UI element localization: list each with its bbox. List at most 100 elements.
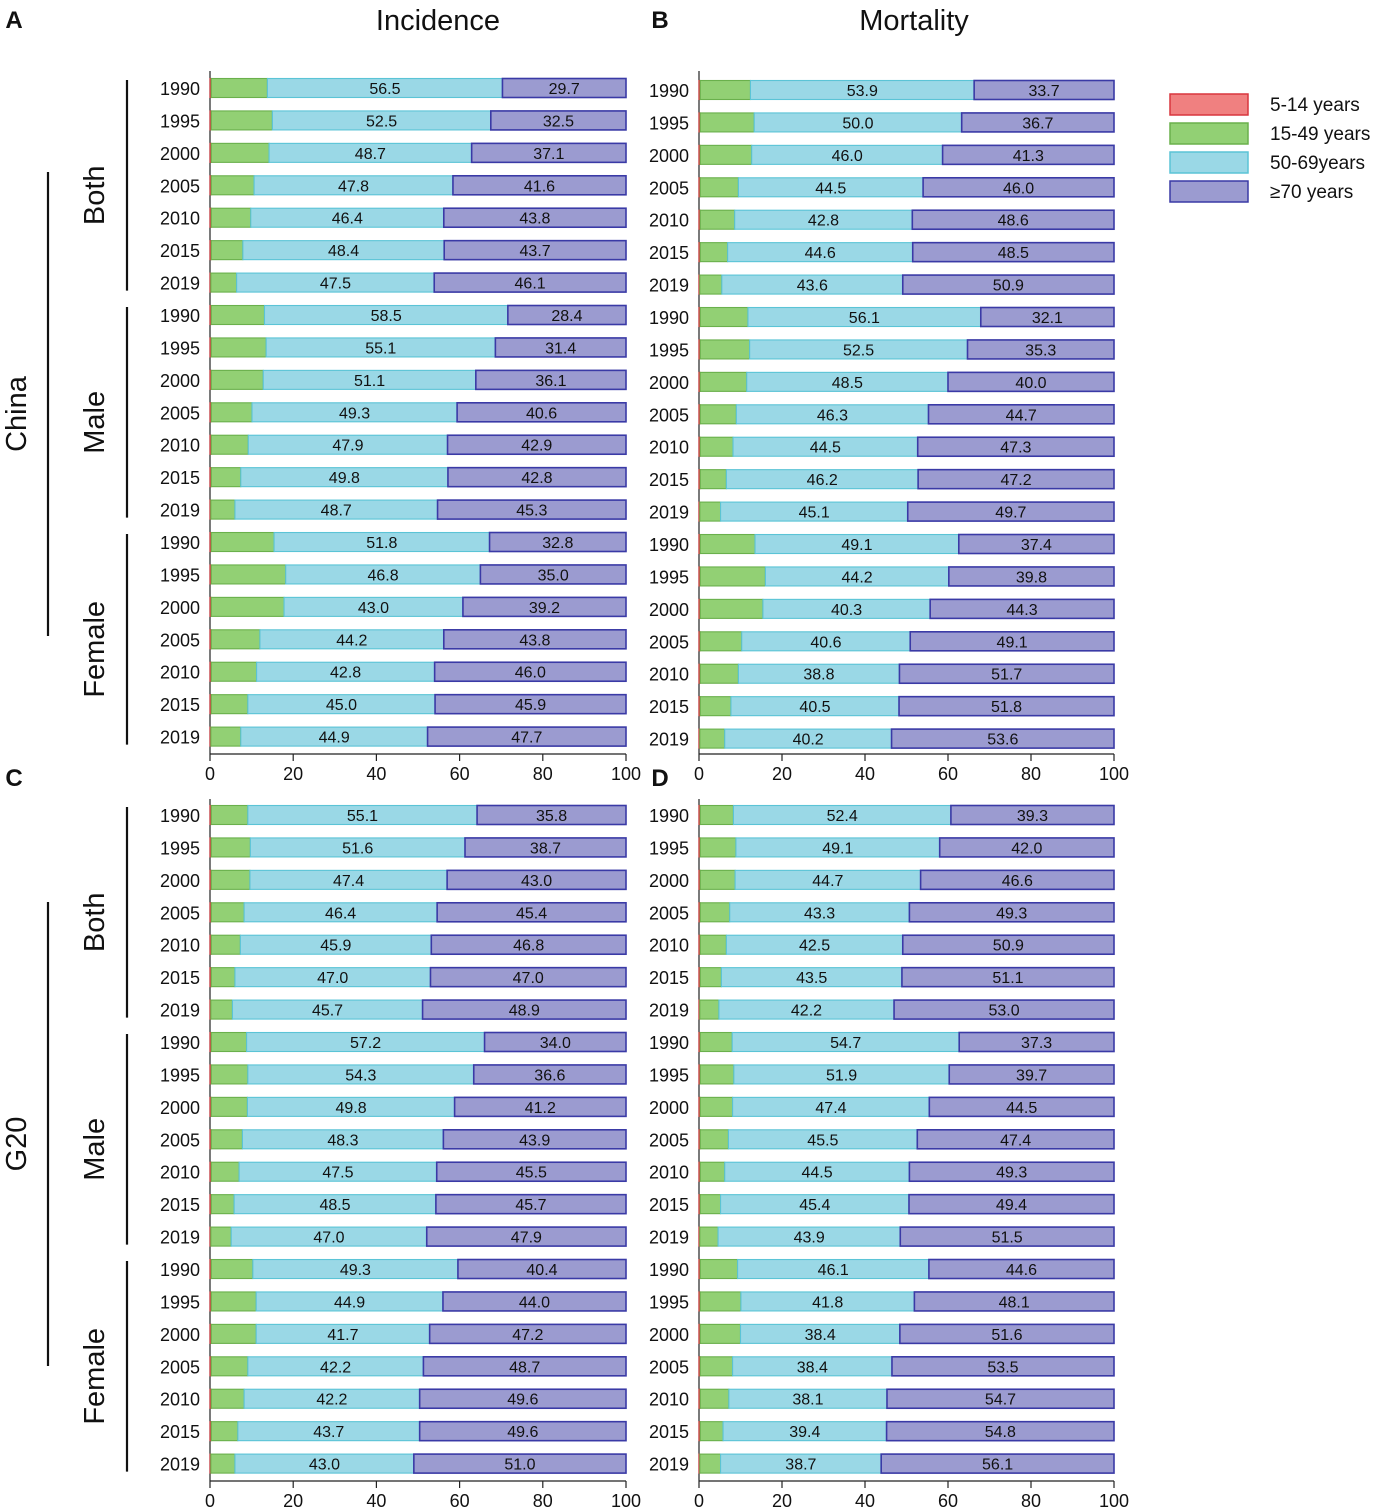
- panel-b-bar-age-15-49: [699, 663, 739, 684]
- panel-a-bar-value-label: 47.5: [320, 276, 351, 293]
- panel-b-bar-value-label: 47.2: [1000, 472, 1031, 489]
- legend-swatch-2: [1169, 151, 1249, 174]
- panel-b-bar-value-label: 44.3: [1007, 602, 1038, 619]
- panel-b-x-tick-label: 20: [772, 764, 792, 784]
- panel-a-bar-value-label: 43.8: [519, 211, 550, 228]
- panel-d-bar-value-label: 47.4: [815, 1100, 846, 1117]
- panel-c-group-label-both: Both: [79, 892, 111, 952]
- panel-c-bar-value-label: 51.0: [504, 1457, 535, 1474]
- panel-c-bar-age-70-plus: [422, 1356, 627, 1377]
- panel-c-bar-age-70-plus: [446, 869, 627, 891]
- panel-b-bar-age-70-plus: [927, 403, 1115, 425]
- panel-c-year-label: 2015: [160, 1195, 200, 1215]
- panel-c-bar-value-label: 41.2: [525, 1100, 556, 1117]
- panel-b-year-label: 2019: [649, 503, 689, 523]
- panel-d-bar-age-70-plus: [928, 1258, 1115, 1280]
- panel-d-bar-value-label: 44.5: [1006, 1100, 1037, 1117]
- panel-c-bar-value-label: 49.3: [340, 1262, 371, 1279]
- panel-c-bar-value-label: 35.8: [536, 808, 567, 825]
- panel-d-year-label: 2015: [649, 968, 689, 988]
- panel-a-year-label: 1995: [160, 111, 200, 131]
- panel-b-bar-value-label: 36.7: [1022, 115, 1053, 132]
- panel-d-bar-age-70-plus: [899, 1323, 1115, 1345]
- panel-a-year-label: 2005: [160, 176, 200, 196]
- panel-b-bar-age-15-49: [699, 533, 756, 555]
- panel-d-bar-age-15-49: [699, 1194, 722, 1215]
- panel-c-bar-value-label: 42.2: [320, 1359, 351, 1376]
- panel-b-bar-age-15-49: [699, 144, 753, 165]
- panel-b-bar-value-label: 44.7: [1006, 407, 1037, 424]
- panel-b-bar-age-70-plus: [917, 468, 1115, 490]
- panel-a-bar-age-15-49: [210, 337, 267, 358]
- panel-b-bar-value-label: 49.1: [841, 537, 872, 554]
- panel-d-bar-value-label: 51.6: [991, 1327, 1022, 1344]
- panel-d-year-label: 2010: [649, 936, 689, 956]
- panel-b-year-label: 2010: [649, 665, 689, 685]
- panel-a-region-label: China: [1, 375, 33, 452]
- panel-a-bar-age-70-plus: [452, 174, 627, 196]
- panel-c-bar-value-label: 38.7: [530, 840, 561, 857]
- panel-a-year-label: 1990: [160, 306, 200, 326]
- panel-d-bar-value-label: 53.0: [988, 1003, 1019, 1020]
- panel-c-bar-age-70-plus: [413, 1453, 627, 1474]
- panel-b-bar-value-label: 51.7: [991, 667, 1022, 684]
- panel-d-bar-age-15-49: [699, 1323, 742, 1344]
- panel-a-bar-age-15-49: [210, 467, 242, 488]
- panel-b-bar-value-label: 39.8: [1016, 569, 1047, 586]
- panel-a-bar-value-label: 47.7: [511, 730, 542, 747]
- panel-d-bar-value-label: 38.1: [792, 1392, 823, 1409]
- panel-c-bar-value-label: 44.0: [519, 1294, 550, 1311]
- panel-d-x-tick-label: 40: [855, 1491, 875, 1508]
- panel-c-bar-age-15-49: [210, 1291, 257, 1312]
- panel-a-bar-value-label: 32.8: [542, 535, 573, 552]
- panel-d-bar-value-label: 54.7: [985, 1392, 1016, 1409]
- panel-d-bar-value-label: 53.5: [987, 1359, 1018, 1376]
- panel-b-year-label: 2005: [649, 632, 689, 652]
- panel-a-bar-value-label: 43.7: [520, 243, 551, 260]
- panel-d-bar-value-label: 51.5: [992, 1230, 1023, 1247]
- panel-d-bar-value-label: 44.5: [801, 1165, 832, 1182]
- panel-d-bar-age-15-49: [699, 1356, 734, 1377]
- panel-a-bar-age-15-49: [210, 272, 238, 293]
- legend-swatch-0: [1169, 93, 1249, 116]
- panel-b-bar-value-label: 48.5: [832, 375, 863, 392]
- panel-a-x-tick-label: 60: [450, 764, 470, 784]
- panel-d-bar-value-label: 38.4: [797, 1359, 828, 1376]
- panel-c-bar-age-15-49: [210, 999, 234, 1020]
- panel-a-group-label-male: Male: [79, 391, 111, 454]
- panel-c-group-label-male: Male: [79, 1118, 111, 1181]
- panel-d-bar-value-label: 42.2: [791, 1003, 822, 1020]
- panel-a-bar-age-15-49: [210, 434, 249, 455]
- panel-letter-c: C: [5, 765, 22, 792]
- panel-a-bar-value-label: 44.9: [319, 730, 350, 747]
- panel-b-bar-value-label: 48.6: [998, 213, 1029, 230]
- panel-c-bar-value-label: 45.4: [516, 905, 547, 922]
- panel-c-group-label-female: Female: [79, 1328, 111, 1425]
- panel-b-bar-value-label: 37.4: [1021, 537, 1052, 554]
- panel-c-year-label: 1990: [160, 1033, 200, 1053]
- panel-d-bar-age-15-49: [699, 1064, 735, 1085]
- panel-b-bar-age-15-49: [699, 631, 743, 652]
- panel-a-bar-age-15-49: [210, 629, 261, 650]
- panel-d-year-label: 2010: [649, 1163, 689, 1183]
- panel-c-bar-age-70-plus: [425, 1226, 627, 1247]
- panel-c-bar-value-label: 47.0: [513, 970, 544, 987]
- panel-b-bar-value-label: 44.5: [810, 440, 841, 457]
- panel-b-bar-value-label: 45.1: [799, 505, 830, 522]
- panel-c-year-label: 1995: [160, 1292, 200, 1312]
- panel-b-bar-age-70-plus: [898, 663, 1115, 685]
- panel-b-bar-age-15-49: [699, 598, 764, 619]
- panel-c-bar-value-label: 48.3: [327, 1132, 358, 1149]
- panel-a-bar-value-label: 45.0: [326, 697, 357, 714]
- column-title-mortality: Mortality: [859, 5, 969, 37]
- panel-b-year-label: 2015: [649, 243, 689, 263]
- panel-c-bar-age-70-plus: [418, 1388, 627, 1410]
- panel-b-bar-age-70-plus: [906, 501, 1115, 522]
- panel-c-bar-age-15-49: [210, 1421, 239, 1442]
- panel-c-bar-age-15-49: [210, 804, 249, 826]
- panel-a-bar-age-15-49: [210, 402, 253, 423]
- panel-b-bar-age-15-49: [699, 728, 726, 749]
- panel-a-x-tick-label: 100: [611, 764, 641, 784]
- panel-b-x-tick-label: 100: [1099, 764, 1129, 784]
